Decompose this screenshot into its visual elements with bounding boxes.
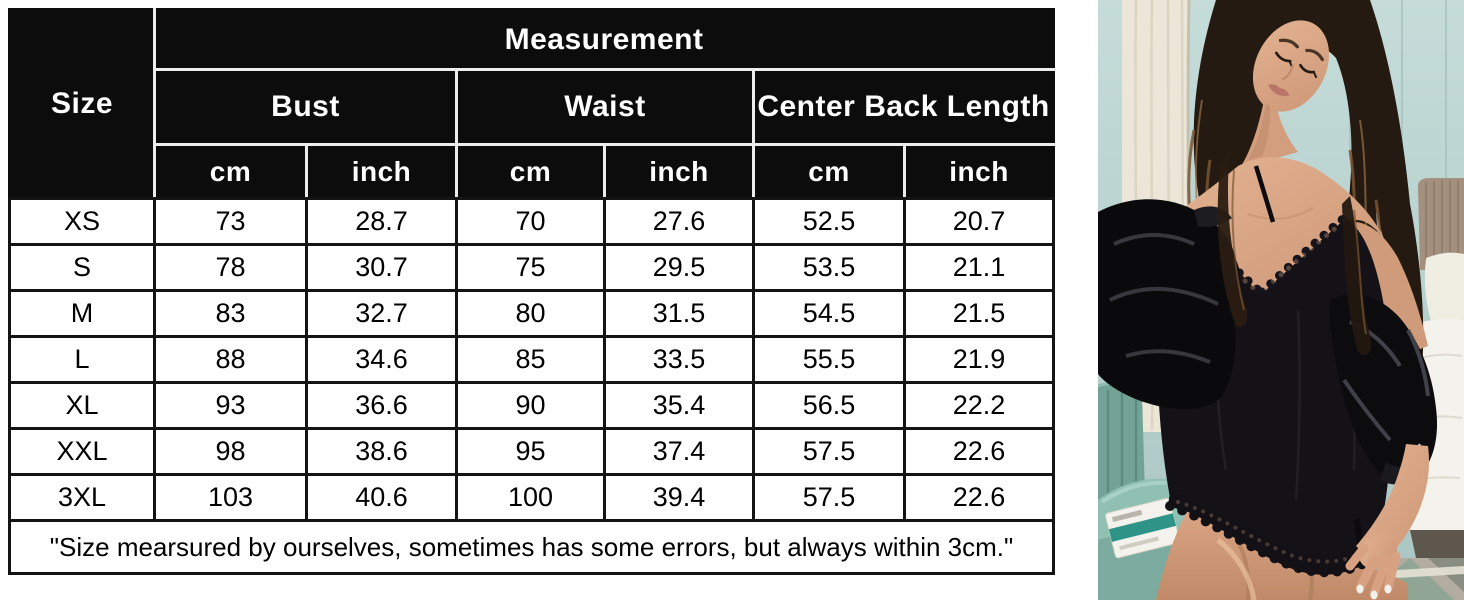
size-cell: L [8,335,156,384]
value-cell: 33.5 [603,335,755,384]
cbl-cm-header: cm [752,143,906,200]
nose [1281,64,1294,81]
value-cell: 22.6 [902,473,1056,522]
value-cell: 35.4 [603,381,755,430]
value-cell: 78 [153,243,308,292]
value-cell: 103 [153,473,308,522]
waist-cm-header: cm [455,143,606,200]
size-row-l: L 88 34.6 85 33.5 55.5 21.9 [8,335,1056,384]
nail [1356,584,1364,594]
value-cell: 55.5 [752,335,906,384]
measurement-header: Measurement [152,8,1056,71]
product-photo-illustration [1098,0,1464,600]
model-face [1240,20,1330,168]
size-cell: XXL [8,427,156,476]
size-row-3xl: 3XL 103 40.6 100 39.4 57.5 22.6 [8,473,1056,522]
value-cell: 93 [153,381,308,430]
value-cell: 29.5 [603,243,755,292]
value-cell: 36.6 [305,381,458,430]
value-cell: 73 [153,197,308,246]
size-row-s: S 78 30.7 75 29.5 53.5 21.1 [8,243,1056,292]
size-row-xl: XL 93 36.6 90 35.4 56.5 22.2 [8,381,1056,430]
value-cell: 20.7 [902,197,1056,246]
value-cell: 88 [153,335,308,384]
model-hand [1345,444,1430,600]
value-cell: 57.5 [752,473,906,522]
magazine [1105,497,1180,559]
value-cell: 85 [455,335,606,384]
value-cell: 90 [455,381,606,430]
spaghetti-strap [1253,165,1276,223]
waist-header: Waist [455,68,755,146]
nail [1384,584,1392,594]
value-cell: 38.6 [305,427,458,476]
value-cell: 22.2 [902,381,1056,430]
size-chart-table: Size Measurement Bust Waist Center Back … [7,8,1056,575]
value-cell: 95 [455,427,606,476]
value-cell: 54.5 [752,289,906,338]
value-cell: 21.5 [902,289,1056,338]
size-row-m: M 83 32.7 80 31.5 54.5 21.5 [8,289,1056,338]
center-back-length-header: Center Back Length [751,68,1056,146]
size-cell: M [8,289,156,338]
bust-header: Bust [153,68,458,146]
size-cell: S [8,243,156,292]
size-cell: XL [8,381,156,430]
value-cell: 30.7 [305,243,458,292]
value-cell: 21.1 [902,243,1056,292]
eyebrows [1278,38,1324,62]
bust-cm-header: cm [153,143,308,200]
value-cell: 39.4 [603,473,755,522]
value-cell: 28.7 [305,197,458,246]
value-cell: 56.5 [752,381,906,430]
value-cell: 53.5 [752,243,906,292]
lips [1268,84,1290,96]
value-cell: 57.5 [752,427,906,476]
size-cell: XS [8,197,156,246]
value-cell: 70 [455,197,606,246]
product-photo [1098,0,1464,600]
cbl-inch-header: inch [902,143,1056,200]
value-cell: 83 [153,289,308,338]
value-cell: 32.7 [305,289,458,338]
value-cell: 31.5 [603,289,755,338]
value-cell: 37.4 [603,427,755,476]
model-figure [1098,0,1438,600]
value-cell: 22.6 [902,427,1056,476]
pillow [1424,252,1464,328]
model-hair-front [1217,150,1372,356]
size-row-xs: XS 73 28.7 70 27.6 52.5 20.7 [8,197,1056,246]
value-cell: 34.6 [305,335,458,384]
value-cell: 80 [455,289,606,338]
value-cell: 100 [455,473,606,522]
value-cell: 21.9 [902,335,1056,384]
measurement-note: "Size mearsured by ourselves, sometimes … [7,519,1056,575]
size-row-xxl: XXL 98 38.6 95 37.4 57.5 22.6 [8,427,1056,476]
value-cell: 75 [455,243,606,292]
size-cell: 3XL [8,473,156,522]
waist-inch-header: inch [603,143,755,200]
nail [1370,590,1378,600]
value-cell: 27.6 [603,197,755,246]
bust-inch-header: inch [305,143,458,200]
value-cell: 52.5 [752,197,906,246]
value-cell: 98 [153,427,308,476]
size-column-header: Size [8,8,156,200]
value-cell: 40.6 [305,473,458,522]
